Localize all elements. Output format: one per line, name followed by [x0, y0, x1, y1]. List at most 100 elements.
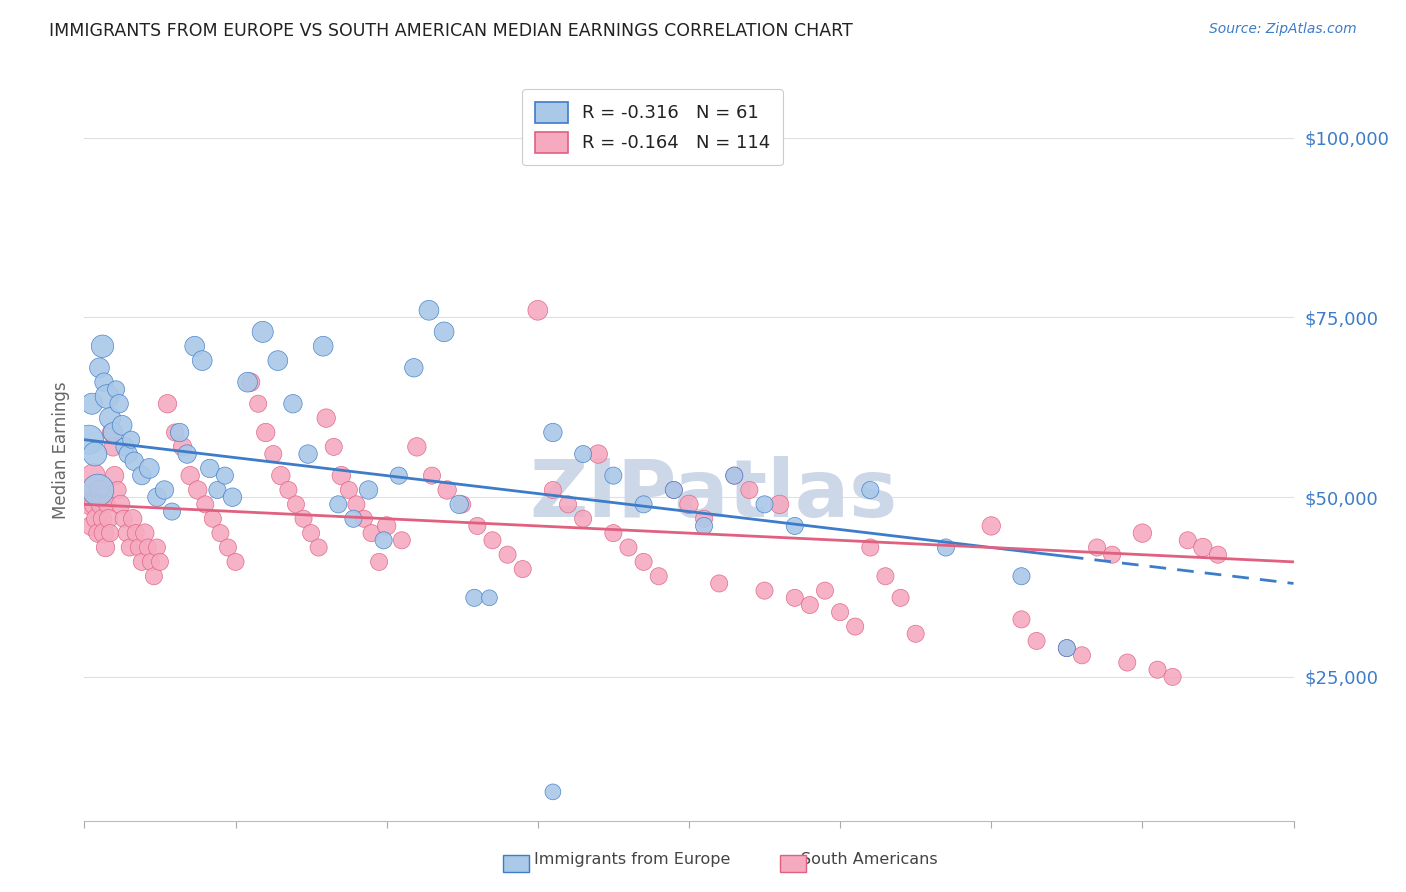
- Point: [209, 526, 232, 541]
- Point: [142, 569, 165, 583]
- Point: [342, 512, 364, 526]
- Point: [754, 583, 776, 598]
- Point: [402, 360, 425, 375]
- Point: [87, 483, 110, 497]
- Point: [368, 555, 391, 569]
- Point: [183, 339, 205, 353]
- Point: [541, 785, 564, 799]
- Point: [375, 519, 398, 533]
- Point: [297, 447, 319, 461]
- Point: [617, 541, 640, 555]
- Point: [285, 497, 308, 511]
- Point: [172, 440, 194, 454]
- Point: [93, 526, 115, 541]
- Point: [308, 541, 330, 555]
- Point: [191, 353, 214, 368]
- Point: [859, 483, 882, 497]
- Point: [406, 440, 429, 454]
- Point: [120, 433, 142, 447]
- Point: [281, 397, 304, 411]
- Point: [214, 468, 236, 483]
- Point: [187, 483, 209, 497]
- Point: [678, 497, 700, 511]
- Point: [82, 468, 104, 483]
- Point: [80, 397, 103, 411]
- Point: [89, 483, 111, 497]
- Point: [252, 325, 274, 339]
- Point: [723, 468, 745, 483]
- Point: [194, 497, 217, 511]
- Point: [463, 591, 485, 605]
- Point: [633, 555, 655, 569]
- Point: [267, 353, 290, 368]
- Point: [602, 468, 624, 483]
- Text: South Americans: South Americans: [801, 852, 938, 867]
- Point: [221, 490, 243, 504]
- Point: [225, 555, 247, 569]
- Point: [100, 425, 122, 440]
- Point: [179, 468, 201, 483]
- Point: [299, 526, 322, 541]
- Point: [1011, 569, 1033, 583]
- Point: [844, 619, 866, 633]
- Point: [633, 497, 655, 511]
- Point: [121, 512, 143, 526]
- Point: [111, 418, 134, 433]
- Point: [134, 526, 156, 541]
- Point: [360, 526, 382, 541]
- Point: [572, 447, 595, 461]
- Point: [156, 397, 179, 411]
- Point: [122, 454, 145, 468]
- Point: [139, 555, 162, 569]
- Point: [131, 555, 153, 569]
- Point: [557, 497, 579, 511]
- Point: [79, 497, 101, 511]
- Point: [104, 468, 127, 483]
- Point: [201, 512, 224, 526]
- Point: [86, 512, 108, 526]
- Point: [270, 468, 292, 483]
- Point: [357, 483, 380, 497]
- Point: [90, 497, 112, 511]
- Point: [436, 483, 458, 497]
- Point: [391, 533, 413, 548]
- Point: [814, 583, 837, 598]
- Point: [136, 541, 159, 555]
- Point: [418, 303, 440, 318]
- Point: [105, 383, 128, 397]
- Point: [247, 397, 270, 411]
- Point: [1085, 541, 1108, 555]
- Point: [153, 483, 176, 497]
- Point: [165, 425, 187, 440]
- Point: [1116, 656, 1139, 670]
- Point: [709, 576, 731, 591]
- Point: [277, 483, 299, 497]
- Point: [783, 519, 806, 533]
- Point: [125, 526, 148, 541]
- Point: [112, 512, 135, 526]
- Point: [176, 447, 198, 461]
- Point: [207, 483, 229, 497]
- Point: [107, 483, 129, 497]
- Point: [572, 512, 595, 526]
- Point: [662, 483, 685, 497]
- Point: [1011, 612, 1033, 626]
- Point: [217, 541, 239, 555]
- Point: [799, 598, 821, 612]
- Point: [1130, 526, 1153, 541]
- Point: [541, 483, 564, 497]
- Y-axis label: Median Earnings: Median Earnings: [52, 382, 70, 519]
- Point: [373, 533, 395, 548]
- Point: [935, 541, 957, 555]
- Point: [1206, 548, 1229, 562]
- Point: [315, 411, 337, 425]
- Point: [1192, 541, 1215, 555]
- Point: [292, 512, 315, 526]
- Point: [91, 339, 114, 353]
- Point: [328, 497, 350, 511]
- Point: [890, 591, 912, 605]
- Point: [118, 541, 141, 555]
- Point: [91, 512, 114, 526]
- Point: [98, 411, 121, 425]
- Point: [149, 555, 172, 569]
